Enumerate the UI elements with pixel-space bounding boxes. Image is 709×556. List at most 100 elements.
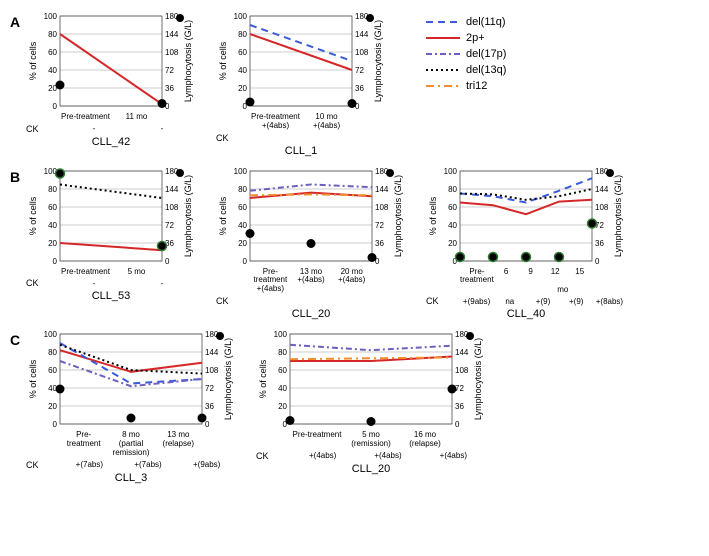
svg-text:60: 60 xyxy=(238,48,247,57)
svg-text:72: 72 xyxy=(165,66,174,75)
svg-text:20: 20 xyxy=(48,402,57,411)
svg-text:Lymphocytosis (G/L): Lymphocytosis (G/L) xyxy=(393,174,403,256)
panel-A: A 02040608010003672108144180% of cellsLy… xyxy=(10,10,699,157)
legend-label: del(11q) xyxy=(466,16,506,28)
svg-text:40: 40 xyxy=(278,384,287,393)
svg-text:144: 144 xyxy=(165,30,179,39)
svg-text:144: 144 xyxy=(355,30,369,39)
svg-text:100: 100 xyxy=(234,12,248,21)
legend-item: del(11q) xyxy=(426,16,506,28)
svg-text:20: 20 xyxy=(278,402,287,411)
svg-text:108: 108 xyxy=(205,366,219,375)
svg-text:144: 144 xyxy=(455,348,469,357)
svg-text:144: 144 xyxy=(165,185,179,194)
svg-text:108: 108 xyxy=(595,203,609,212)
svg-text:100: 100 xyxy=(234,167,248,176)
svg-text:0: 0 xyxy=(53,420,58,428)
chart-svg: 02040608010003672108144180% of cellsLymp… xyxy=(216,165,406,265)
svg-text:36: 36 xyxy=(375,239,384,248)
chart-CLL_3: 02040608010003672108144180% of cellsLymp… xyxy=(26,328,236,483)
svg-text:% of cells: % of cells xyxy=(428,196,438,235)
chart-svg: 02040608010003672108144180% of cellsLymp… xyxy=(216,10,386,110)
svg-text:60: 60 xyxy=(48,203,57,212)
chart-CLL_40: 02040608010003672108144180% of cellsLymp… xyxy=(426,165,626,321)
chart-CLL_53: 02040608010003672108144180% of cellsLymp… xyxy=(26,165,196,321)
svg-text:36: 36 xyxy=(205,402,214,411)
case-label: CLL_20 xyxy=(292,308,331,320)
legend-label: del(17p) xyxy=(466,48,506,60)
svg-text:40: 40 xyxy=(48,221,57,230)
chart-CLL_1: 02040608010003672108144180% of cellsLymp… xyxy=(216,10,386,157)
svg-text:60: 60 xyxy=(48,48,57,57)
svg-text:36: 36 xyxy=(455,402,464,411)
svg-text:40: 40 xyxy=(238,66,247,75)
svg-text:0: 0 xyxy=(243,257,248,265)
svg-text:80: 80 xyxy=(48,30,57,39)
svg-text:0: 0 xyxy=(455,420,460,428)
case-label: CLL_42 xyxy=(92,136,131,148)
panel-C: C 02040608010003672108144180% of cellsLy… xyxy=(10,328,699,483)
svg-text:108: 108 xyxy=(355,48,369,57)
svg-text:144: 144 xyxy=(205,348,219,357)
svg-text:60: 60 xyxy=(448,203,457,212)
svg-text:80: 80 xyxy=(448,185,457,194)
svg-text:60: 60 xyxy=(48,366,57,375)
svg-text:108: 108 xyxy=(375,203,389,212)
chart-svg: 02040608010003672108144180% of cellsLymp… xyxy=(26,328,236,428)
svg-text:Lymphocytosis (G/L): Lymphocytosis (G/L) xyxy=(183,20,193,102)
chart-svg: 02040608010003672108144180% of cellsLymp… xyxy=(426,165,626,265)
svg-text:0: 0 xyxy=(595,257,600,265)
case-label: CLL_1 xyxy=(285,145,317,157)
svg-text:80: 80 xyxy=(48,185,57,194)
svg-text:36: 36 xyxy=(165,84,174,93)
svg-text:40: 40 xyxy=(48,66,57,75)
svg-text:144: 144 xyxy=(595,185,609,194)
svg-text:80: 80 xyxy=(48,348,57,357)
svg-text:Lymphocytosis (G/L): Lymphocytosis (G/L) xyxy=(223,338,233,420)
svg-text:% of cells: % of cells xyxy=(28,41,38,80)
chart-CLL_20: 02040608010003672108144180% of cellsLymp… xyxy=(256,328,486,483)
panel-label: B xyxy=(10,169,26,185)
legend-item: tri12 xyxy=(426,80,506,92)
chart-svg: 02040608010003672108144180% of cellsLymp… xyxy=(256,328,486,428)
panel-label: A xyxy=(10,14,26,30)
svg-text:0: 0 xyxy=(53,257,58,265)
svg-text:36: 36 xyxy=(355,84,364,93)
chart-CLL_20: 02040608010003672108144180% of cellsLymp… xyxy=(216,165,406,321)
svg-text:100: 100 xyxy=(274,330,288,339)
svg-text:144: 144 xyxy=(375,185,389,194)
svg-text:60: 60 xyxy=(278,366,287,375)
svg-text:60: 60 xyxy=(238,203,247,212)
case-label: CLL_53 xyxy=(92,290,131,302)
case-label: CLL_20 xyxy=(352,463,391,475)
svg-text:0: 0 xyxy=(205,420,210,428)
legend-item: del(13q) xyxy=(426,64,506,76)
svg-text:100: 100 xyxy=(44,12,58,21)
svg-text:0: 0 xyxy=(165,257,170,265)
legend-item: del(17p) xyxy=(426,48,506,60)
svg-text:20: 20 xyxy=(238,84,247,93)
svg-text:Lymphocytosis (G/L): Lymphocytosis (G/L) xyxy=(373,20,383,102)
svg-text:100: 100 xyxy=(444,167,458,176)
svg-text:0: 0 xyxy=(53,102,58,110)
svg-text:108: 108 xyxy=(165,48,179,57)
panel-B: B 02040608010003672108144180% of cellsLy… xyxy=(10,165,699,321)
svg-text:% of cells: % of cells xyxy=(28,196,38,235)
svg-text:36: 36 xyxy=(595,239,604,248)
chart-svg: 02040608010003672108144180% of cellsLymp… xyxy=(26,10,196,110)
svg-text:20: 20 xyxy=(448,239,457,248)
legend-label: tri12 xyxy=(466,80,487,92)
svg-text:% of cells: % of cells xyxy=(218,196,228,235)
svg-text:Lymphocytosis (G/L): Lymphocytosis (G/L) xyxy=(183,174,193,256)
svg-text:20: 20 xyxy=(238,239,247,248)
panel-label: C xyxy=(10,332,26,348)
legend: del(11q) 2p+ del(17p) del(13q) tri12 xyxy=(426,16,506,92)
chart-svg: 02040608010003672108144180% of cellsLymp… xyxy=(26,165,196,265)
svg-text:% of cells: % of cells xyxy=(218,41,228,80)
svg-text:20: 20 xyxy=(48,239,57,248)
svg-text:80: 80 xyxy=(238,30,247,39)
svg-text:100: 100 xyxy=(44,330,58,339)
svg-text:% of cells: % of cells xyxy=(258,359,268,398)
chart-CLL_42: 02040608010003672108144180% of cellsLymp… xyxy=(26,10,196,157)
case-label: CLL_3 xyxy=(115,472,147,484)
